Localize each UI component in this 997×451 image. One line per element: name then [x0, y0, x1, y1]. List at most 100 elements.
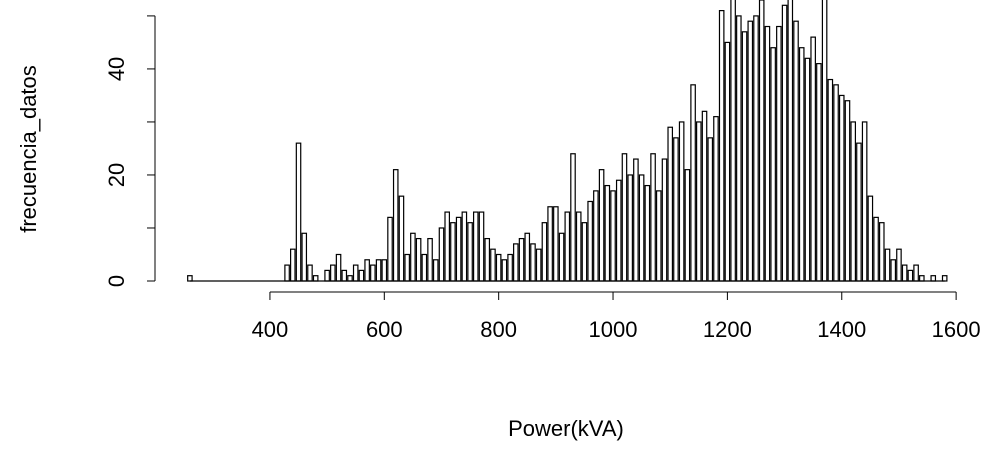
bar — [844, 100, 851, 282]
bar — [684, 169, 691, 282]
bar — [364, 259, 370, 282]
bar — [410, 232, 416, 282]
bar — [421, 253, 428, 282]
bar — [633, 158, 639, 282]
bar — [896, 248, 902, 282]
bar — [644, 184, 651, 282]
x-tick-label: 400 — [252, 317, 289, 342]
bar — [404, 253, 410, 282]
bar — [284, 264, 290, 282]
bar — [438, 227, 445, 282]
bar — [907, 269, 914, 282]
bar — [781, 4, 788, 282]
bar — [867, 195, 874, 282]
bar — [810, 36, 816, 282]
bar — [553, 206, 559, 282]
bar — [673, 137, 679, 282]
bar — [478, 211, 485, 282]
bar — [581, 222, 588, 282]
bar — [861, 121, 868, 282]
bar — [758, 0, 765, 282]
bar — [467, 222, 473, 282]
y-tick-label: 0 — [104, 275, 129, 287]
bar — [901, 264, 908, 282]
bar — [913, 264, 919, 282]
bar — [833, 84, 839, 282]
bar — [352, 264, 359, 282]
x-tick-label: 800 — [480, 317, 517, 342]
bar — [558, 232, 565, 282]
bar — [627, 174, 633, 282]
bar — [507, 253, 513, 282]
bar — [358, 269, 365, 282]
bar — [513, 243, 519, 282]
bar — [930, 275, 937, 282]
bar — [301, 232, 308, 282]
bar — [764, 25, 771, 282]
bar — [598, 169, 605, 282]
bar — [375, 259, 382, 282]
bar — [707, 137, 714, 282]
bar — [655, 190, 662, 282]
bar — [696, 121, 702, 282]
bar — [307, 264, 313, 282]
bar — [335, 253, 342, 282]
bar — [890, 259, 897, 282]
bar — [884, 248, 891, 282]
bar — [747, 20, 754, 282]
bar — [541, 222, 548, 282]
bar — [787, 0, 794, 282]
bar — [398, 195, 405, 282]
bar — [604, 184, 611, 282]
bar — [341, 269, 348, 282]
bar — [816, 63, 822, 282]
x-axis-label: Power(kVA) — [508, 416, 624, 441]
bar — [444, 211, 451, 282]
bar — [798, 47, 805, 282]
x-tick-label: 600 — [366, 317, 403, 342]
x-tick-label: 1600 — [932, 317, 981, 342]
bar — [804, 57, 811, 282]
bar — [290, 248, 296, 282]
bar — [856, 142, 862, 282]
bar — [701, 110, 708, 282]
bar — [661, 158, 668, 282]
bar — [615, 179, 622, 282]
bar — [667, 126, 674, 282]
bar — [621, 153, 628, 282]
y-tick-label: 40 — [104, 57, 129, 81]
bar — [850, 121, 856, 282]
bar — [495, 253, 502, 282]
bar — [461, 211, 468, 282]
bar — [324, 269, 330, 282]
bar — [381, 259, 388, 282]
x-tick-label: 1000 — [589, 317, 638, 342]
bar — [638, 174, 645, 282]
bar — [718, 10, 725, 282]
bar — [295, 142, 302, 282]
bar — [501, 259, 508, 282]
bar — [690, 84, 696, 282]
bar — [570, 153, 576, 282]
bar — [770, 47, 776, 282]
bar — [524, 232, 531, 282]
x-tick-label: 1400 — [817, 317, 866, 342]
bar — [776, 25, 782, 282]
bar — [484, 237, 491, 282]
bar — [593, 190, 599, 282]
bar — [587, 200, 593, 282]
bar — [753, 15, 759, 282]
bar — [793, 20, 799, 282]
bar — [392, 169, 399, 282]
bar — [530, 243, 536, 282]
y-tick-label: 20 — [104, 163, 129, 187]
bar — [575, 211, 582, 282]
bar — [821, 0, 828, 282]
x-tick-label: 1200 — [703, 317, 752, 342]
bar — [455, 216, 462, 282]
bar — [730, 0, 736, 282]
bar — [878, 222, 885, 282]
bar — [873, 216, 879, 282]
bar — [427, 237, 433, 282]
